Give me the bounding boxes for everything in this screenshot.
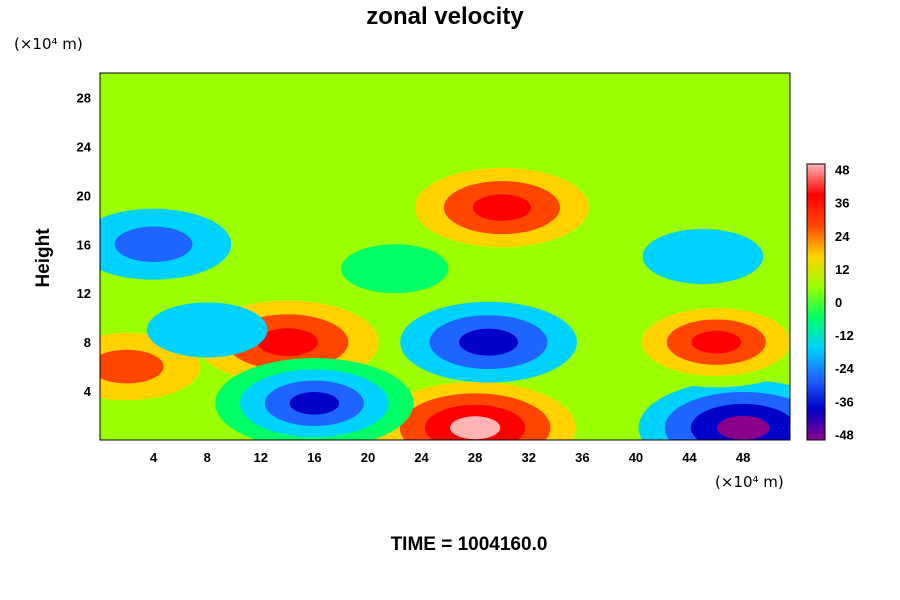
y-tick-label: 24 xyxy=(77,139,92,154)
colorbar-gradient xyxy=(806,163,826,441)
colorbar-tick-label: -48 xyxy=(835,427,854,442)
velocity-feature xyxy=(642,228,764,285)
x-tick-label: 12 xyxy=(254,450,268,465)
y-tick-label: 20 xyxy=(77,188,91,203)
colorbar-tick-label: -12 xyxy=(835,328,854,343)
colorbar-tick-label: -36 xyxy=(835,394,854,409)
y-axis-ticks: 4 8 12 16 20 24 28 xyxy=(77,90,92,399)
velocity-feature xyxy=(691,330,742,354)
x-tick-label: 32 xyxy=(522,450,536,465)
plot-frame xyxy=(99,72,791,441)
velocity-feature xyxy=(381,91,462,129)
velocity-feature xyxy=(289,391,340,415)
colorbar-tick-label: 24 xyxy=(835,229,850,244)
y-tick-label: 16 xyxy=(77,237,91,252)
y-tick-label: 8 xyxy=(84,335,91,350)
velocity-feature xyxy=(146,302,268,358)
colorbar-tick-label: 12 xyxy=(835,262,849,277)
x-tick-label: 20 xyxy=(361,450,375,465)
velocity-features xyxy=(100,91,790,440)
time-label: TIME = 1004160.0 xyxy=(391,534,548,555)
y-axis-unit: (×10⁴ m) xyxy=(14,35,83,53)
velocity-feature xyxy=(114,226,193,263)
colorbar-ticks: 48 36 24 12 0 -12 -24 -36 -48 xyxy=(835,163,855,443)
y-tick-label: 4 xyxy=(84,384,92,399)
x-tick-label: 8 xyxy=(204,450,211,465)
x-tick-label: 48 xyxy=(736,450,750,465)
colorbar-tick-label: -24 xyxy=(835,361,855,376)
velocity-feature xyxy=(459,328,519,356)
chart-title: zonal velocity xyxy=(366,3,524,30)
velocity-feature xyxy=(100,349,164,384)
velocity-feature xyxy=(257,328,318,356)
heatmap-field xyxy=(100,73,790,440)
velocity-feature xyxy=(341,244,449,294)
y-tick-label: 12 xyxy=(77,286,91,301)
colorbar-tick-label: 0 xyxy=(835,295,842,310)
x-tick-label: 40 xyxy=(629,450,643,465)
colorbar-tick-label: 36 xyxy=(835,196,849,211)
x-tick-label: 4 xyxy=(150,450,158,465)
x-axis-ticks: 4 8 12 16 20 24 28 32 36 40 44 48 xyxy=(150,450,750,465)
x-tick-label: 44 xyxy=(682,450,697,465)
colorbar-tick-label: 48 xyxy=(835,163,849,178)
x-tick-label: 24 xyxy=(414,450,429,465)
velocity-feature xyxy=(472,194,531,221)
x-tick-label: 36 xyxy=(575,450,589,465)
x-axis-unit: (×10⁴ m) xyxy=(715,473,784,491)
y-tick-label: 28 xyxy=(77,90,91,105)
y-axis-label: Height xyxy=(33,228,54,288)
x-tick-label: 16 xyxy=(307,450,321,465)
colorbar: 48 36 24 12 0 -12 -24 -36 -48 xyxy=(806,163,855,443)
velocity-feature xyxy=(716,415,770,440)
velocity-feature xyxy=(450,416,501,440)
x-tick-label: 28 xyxy=(468,450,482,465)
